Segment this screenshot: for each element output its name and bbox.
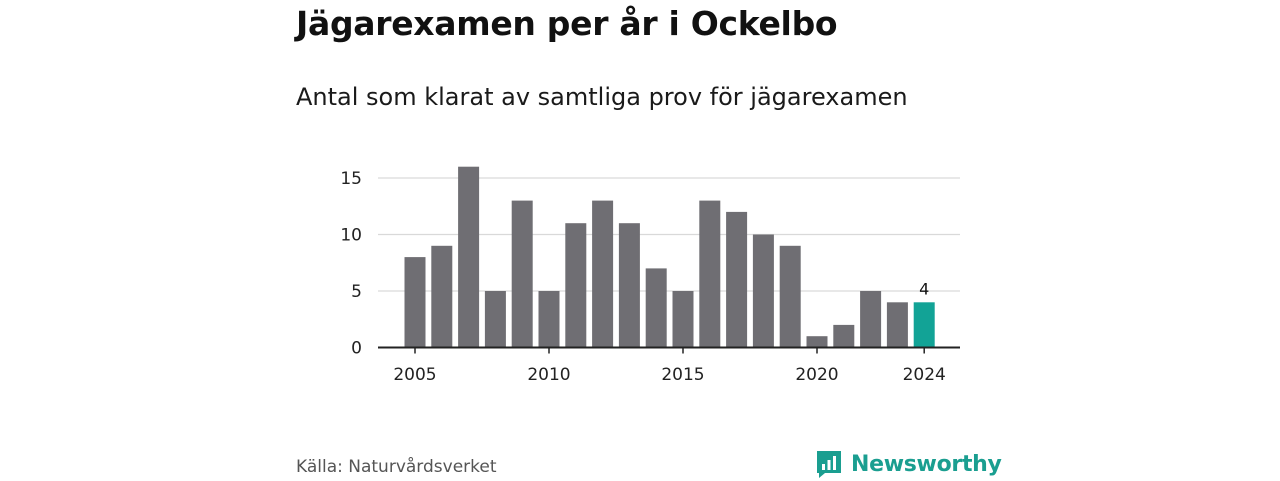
bar-2013 bbox=[618, 223, 640, 348]
newsworthy-logo-icon bbox=[817, 451, 841, 478]
bars bbox=[404, 166, 935, 348]
value-label-2024: 4 bbox=[919, 279, 929, 298]
x-tick-label-2010: 2010 bbox=[527, 365, 570, 385]
bar-2010 bbox=[538, 291, 560, 348]
source-note: Källa: Naturvårdsverket bbox=[296, 457, 497, 477]
bar-2007 bbox=[458, 166, 480, 348]
bar-2017 bbox=[726, 211, 748, 348]
bar-2022 bbox=[860, 291, 882, 348]
y-tick-label-5: 5 bbox=[351, 282, 362, 302]
bar-2006 bbox=[431, 245, 453, 348]
axes bbox=[378, 346, 960, 354]
bar-2012 bbox=[592, 200, 614, 348]
bar-2024 bbox=[913, 302, 935, 348]
brand-logo: Newsworthy bbox=[815, 447, 1002, 481]
bar-2009 bbox=[511, 200, 533, 348]
y-tick-label-15: 15 bbox=[340, 169, 362, 189]
bar-2015 bbox=[672, 291, 694, 348]
bar-2011 bbox=[565, 223, 587, 348]
bar-2018 bbox=[752, 234, 774, 348]
bar-2023 bbox=[886, 302, 908, 348]
bar-2019 bbox=[779, 245, 801, 348]
bar-2021 bbox=[833, 324, 855, 348]
x-tick-label-2015: 2015 bbox=[661, 365, 704, 385]
bar-2016 bbox=[699, 200, 721, 348]
x-tick-label-2005: 2005 bbox=[393, 365, 436, 385]
x-tick-label-2020: 2020 bbox=[795, 365, 838, 385]
bar-2020 bbox=[806, 336, 828, 348]
chart-title: Jägarexamen per år i Ockelbo bbox=[296, 4, 838, 43]
x-tick-label-2024: 2024 bbox=[903, 365, 946, 385]
y-tick-label-0: 0 bbox=[351, 339, 362, 359]
labels: 0 5 10 15 2005 2010 2015 2020 2024 4 bbox=[340, 169, 945, 385]
chart-subtitle: Antal som klarat av samtliga prov för jä… bbox=[296, 83, 908, 111]
bar-2014 bbox=[645, 268, 667, 348]
bar-2008 bbox=[484, 291, 506, 348]
bar-2005 bbox=[404, 257, 426, 348]
brand-name: Newsworthy bbox=[851, 451, 1002, 477]
y-tick-label-10: 10 bbox=[340, 226, 362, 246]
